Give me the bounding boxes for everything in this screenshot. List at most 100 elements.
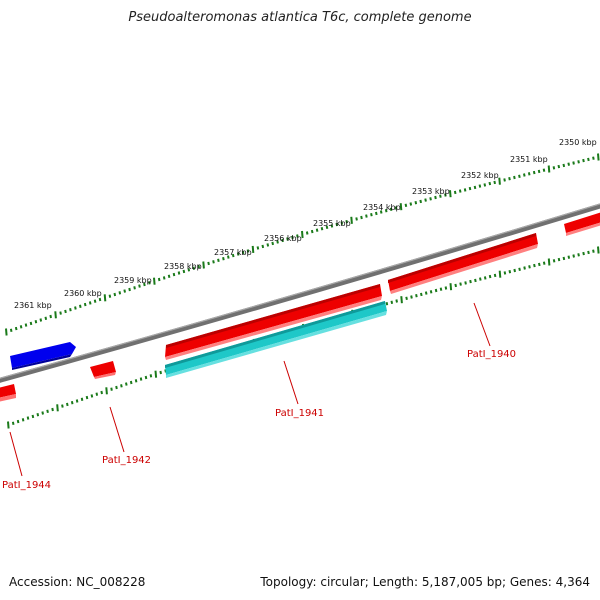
outer-minor-tick [370, 213, 373, 217]
inner-minor-tick [439, 287, 443, 291]
inner-minor-tick [483, 276, 487, 280]
inner-minor-tick [444, 286, 448, 290]
inner-minor-tick [85, 395, 89, 400]
outer-minor-tick [552, 166, 556, 170]
leader-patl-1944 [9, 431, 23, 477]
kbp-label-2357: 2357 kbp [214, 248, 252, 257]
outer-minor-tick [123, 289, 126, 293]
outer-minor-tick [88, 301, 92, 305]
inner-major-tick [449, 283, 453, 291]
genome-summary-text: Topology: circular; Length: 5,187,005 bp… [260, 575, 590, 589]
gene-patl-1940-body[interactable] [388, 233, 538, 294]
kbp-label-2350: 2350 kbp [559, 138, 597, 147]
outer-minor-tick [34, 320, 38, 324]
outer-major-tick [103, 294, 107, 302]
outer-minor-tick [236, 252, 240, 256]
outer-minor-tick [14, 326, 18, 331]
outer-minor-tick [557, 164, 561, 169]
outer-minor-tick [384, 209, 388, 213]
inner-minor-tick [552, 259, 556, 263]
inner-minor-tick [420, 292, 423, 297]
gene-label-patl-1941[interactable]: PatI_1941 [275, 408, 324, 419]
inner-minor-tick [474, 278, 477, 283]
inner-minor-tick [149, 374, 153, 378]
outer-minor-tick [162, 276, 166, 280]
outer-minor-tick [296, 234, 299, 238]
inner-minor-tick [390, 300, 394, 304]
outer-minor-tick [212, 260, 215, 264]
outer-minor-tick [532, 170, 536, 175]
gene-patl-1942-body[interactable] [90, 361, 116, 379]
gene-patl-1941-red-body[interactable] [165, 284, 382, 360]
outer-minor-tick [187, 268, 191, 272]
inner-minor-tick [567, 255, 571, 259]
kbp-label-2356: 2356 kbp [264, 234, 302, 243]
outer-minor-tick [409, 202, 413, 206]
inner-minor-tick [488, 274, 492, 279]
outer-minor-tick [148, 281, 151, 285]
outer-minor-tick [473, 185, 477, 190]
kbp-label-2351: 2351 kbp [510, 155, 548, 164]
outer-major-tick [498, 177, 501, 185]
gene-label-patl-1942[interactable]: PatI_1942 [102, 455, 151, 466]
outer-minor-tick [527, 172, 531, 176]
outer-minor-tick [128, 287, 131, 292]
outer-minor-tick [256, 246, 260, 250]
inner-minor-tick [134, 379, 138, 383]
outer-minor-tick [69, 308, 72, 312]
inner-minor-tick [479, 277, 482, 281]
inner-minor-tick [80, 397, 84, 401]
outer-minor-tick [503, 178, 506, 182]
inner-minor-tick [70, 401, 74, 405]
outer-minor-tick [310, 229, 314, 234]
outer-minor-tick [345, 220, 348, 224]
outer-minor-tick [227, 255, 230, 259]
outer-minor-tick [222, 257, 225, 261]
inner-minor-tick [542, 261, 546, 265]
outer-minor-tick [439, 194, 442, 198]
inner-minor-tick [577, 253, 580, 257]
outer-minor-tick [330, 224, 334, 228]
outer-minor-tick [537, 169, 541, 174]
gene-label-patl-1944[interactable]: PatI_1944 [2, 480, 51, 491]
inner-minor-tick [572, 254, 575, 258]
gene-patl-1941-cds[interactable] [165, 301, 387, 378]
kbp-label-2353: 2353 kbp [412, 187, 450, 196]
outer-minor-tick [241, 250, 245, 255]
outer-minor-tick [355, 217, 358, 221]
outer-major-tick [301, 230, 304, 239]
outer-minor-tick [523, 173, 526, 177]
outer-minor-tick [98, 297, 102, 302]
outer-minor-tick [340, 221, 344, 225]
gene-label-patl-1940[interactable]: PatI_1940 [467, 349, 516, 360]
inner-major-tick [547, 258, 551, 266]
outer-minor-tick [271, 241, 274, 246]
outer-minor-tick [44, 316, 48, 320]
outer-minor-tick [192, 266, 196, 270]
outer-minor-tick [138, 284, 141, 288]
outer-minor-tick [83, 302, 87, 307]
gene-segment-left-edge[interactable] [0, 384, 16, 402]
inner-minor-tick [41, 411, 44, 415]
outer-minor-tick [404, 203, 408, 207]
outer-minor-tick [276, 240, 279, 244]
inner-minor-tick [582, 251, 585, 256]
outer-minor-tick [143, 282, 146, 287]
outer-major-tick [202, 261, 205, 269]
outer-minor-tick [93, 299, 97, 303]
inner-minor-tick [395, 299, 398, 303]
outer-minor-tick [24, 323, 28, 327]
inner-minor-tick [469, 279, 472, 284]
inner-minor-tick [26, 416, 30, 420]
outer-minor-tick [360, 215, 363, 220]
outer-minor-tick [414, 201, 418, 205]
gene-reverse-blue[interactable] [10, 342, 76, 370]
inner-minor-tick [503, 271, 507, 275]
outer-minor-tick [305, 231, 309, 235]
inner-minor-tick [518, 267, 521, 271]
inner-minor-tick [429, 290, 433, 294]
outer-minor-tick [9, 328, 13, 332]
gene-segment-right-edge[interactable] [564, 212, 600, 236]
outer-major-tick [5, 328, 8, 336]
